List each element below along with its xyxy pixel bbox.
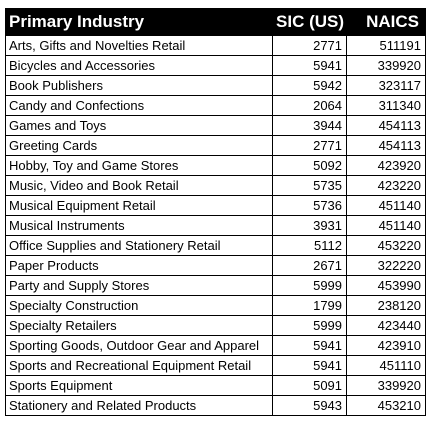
- naics-code-cell: 323117: [346, 75, 426, 96]
- naics-code-cell: 453210: [346, 395, 426, 416]
- sic-code-cell: 5092: [272, 155, 348, 176]
- naics-code-cell: 454113: [346, 115, 426, 136]
- sic-code-cell: 5999: [272, 315, 348, 336]
- naics-code-cell: 451140: [346, 215, 426, 236]
- naics-code-cell: 423440: [346, 315, 426, 336]
- sic-code-cell: 3944: [272, 115, 348, 136]
- naics-code-cell: 453220: [346, 235, 426, 256]
- industry-cell: Musical Equipment Retail: [4, 195, 274, 216]
- table-row: Candy and Confections 2064 311340: [4, 95, 426, 116]
- table-row: Party and Supply Stores 5999 453990: [4, 275, 426, 296]
- industry-cell: Hobby, Toy and Game Stores: [4, 155, 274, 176]
- naics-code-cell: 238120: [346, 295, 426, 316]
- industry-cell: Greeting Cards: [4, 135, 274, 156]
- table-row: Paper Products 2671 322220: [4, 255, 426, 276]
- table-row: Sporting Goods, Outdoor Gear and Apparel…: [4, 335, 426, 356]
- sic-code-cell: 5091: [272, 375, 348, 396]
- table-row: Games and Toys 3944 454113: [4, 115, 426, 136]
- sic-code-cell: 1799: [272, 295, 348, 316]
- table-row: Musical Equipment Retail 5736 451140: [4, 195, 426, 216]
- industry-cell: Music, Video and Book Retail: [4, 175, 274, 196]
- table-header: Primary Industry SIC (US) NAICS: [4, 8, 426, 36]
- table-row: Specialty Construction 1799 238120: [4, 295, 426, 316]
- table-row: Musical Instruments 3931 451140: [4, 215, 426, 236]
- industry-cell: Sports Equipment: [4, 375, 274, 396]
- table-row: Stationery and Related Products 5943 45321…: [4, 395, 426, 416]
- sic-code-cell: 5941: [272, 55, 348, 76]
- header-row: Primary Industry SIC (US) NAICS: [4, 8, 426, 36]
- industry-codes-table: Primary Industry SIC (US) NAICS Arts, Gi…: [4, 8, 426, 416]
- industry-table-container: Primary Industry SIC (US) NAICS Arts, Gi…: [4, 8, 426, 416]
- naics-code-cell: 423220: [346, 175, 426, 196]
- naics-code-cell: 423910: [346, 335, 426, 356]
- header-sic: SIC (US): [272, 8, 348, 36]
- industry-cell: Arts, Gifts and Novelties Retail: [4, 35, 274, 56]
- industry-cell: Stationery and Related Products: [4, 395, 274, 416]
- industry-cell: Musical Instruments: [4, 215, 274, 236]
- sic-code-cell: 5943: [272, 395, 348, 416]
- table-body: Arts, Gifts and Novelties Retail 2771 5111…: [4, 35, 426, 416]
- sic-code-cell: 2771: [272, 135, 348, 156]
- sic-code-cell: 3931: [272, 215, 348, 236]
- naics-code-cell: 451110: [346, 355, 426, 376]
- industry-cell: Specialty Retailers: [4, 315, 274, 336]
- header-naics: NAICS: [346, 8, 426, 36]
- industry-cell: Sports and Recreational Equipment Retail: [4, 355, 274, 376]
- sic-code-cell: 5999: [272, 275, 348, 296]
- industry-cell: Book Publishers: [4, 75, 274, 96]
- table-row: Arts, Gifts and Novelties Retail 2771 5111…: [4, 35, 426, 56]
- naics-code-cell: 453990: [346, 275, 426, 296]
- industry-cell: Bicycles and Accessories: [4, 55, 274, 76]
- table-row: Office Supplies and Stationery Retail 511…: [4, 235, 426, 256]
- naics-code-cell: 322220: [346, 255, 426, 276]
- naics-code-cell: 339920: [346, 375, 426, 396]
- sic-code-cell: 5941: [272, 335, 348, 356]
- table-row: Music, Video and Book Retail 5735 423220: [4, 175, 426, 196]
- sic-code-cell: 5736: [272, 195, 348, 216]
- naics-code-cell: 339920: [346, 55, 426, 76]
- header-primary-industry: Primary Industry: [4, 8, 274, 36]
- industry-cell: Paper Products: [4, 255, 274, 276]
- industry-cell: Sporting Goods, Outdoor Gear and Apparel: [4, 335, 274, 356]
- industry-cell: Office Supplies and Stationery Retail: [4, 235, 274, 256]
- naics-code-cell: 311340: [346, 95, 426, 116]
- sic-code-cell: 5942: [272, 75, 348, 96]
- sic-code-cell: 5112: [272, 235, 348, 256]
- sic-code-cell: 2771: [272, 35, 348, 56]
- industry-cell: Specialty Construction: [4, 295, 274, 316]
- table-row: Bicycles and Accessories 5941 339920: [4, 55, 426, 76]
- naics-code-cell: 454113: [346, 135, 426, 156]
- industry-cell: Games and Toys: [4, 115, 274, 136]
- industry-cell: Candy and Confections: [4, 95, 274, 116]
- naics-code-cell: 451140: [346, 195, 426, 216]
- sic-code-cell: 5735: [272, 175, 348, 196]
- table-row: Hobby, Toy and Game Stores 5092 423920: [4, 155, 426, 176]
- table-row: Greeting Cards 2771 454113: [4, 135, 426, 156]
- naics-code-cell: 423920: [346, 155, 426, 176]
- table-row: Book Publishers 5942 323117: [4, 75, 426, 96]
- sic-code-cell: 2671: [272, 255, 348, 276]
- naics-code-cell: 511191: [346, 35, 426, 56]
- sic-code-cell: 2064: [272, 95, 348, 116]
- industry-cell: Party and Supply Stores: [4, 275, 274, 296]
- table-row: Specialty Retailers 5999 423440: [4, 315, 426, 336]
- table-row: Sports Equipment 5091 339920: [4, 375, 426, 396]
- table-row: Sports and Recreational Equipment Retail…: [4, 355, 426, 376]
- sic-code-cell: 5941: [272, 355, 348, 376]
